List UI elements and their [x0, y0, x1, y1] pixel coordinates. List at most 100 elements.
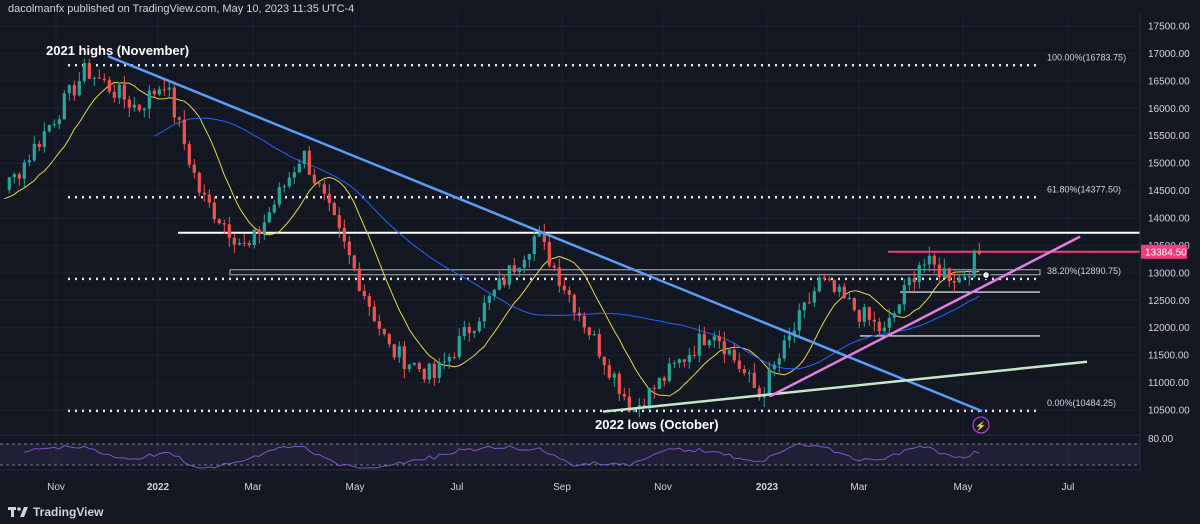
- y-tick-label: 12000.00: [1148, 323, 1190, 334]
- candle-body: [137, 104, 141, 111]
- candle-body: [547, 242, 551, 266]
- candle-body: [297, 163, 301, 173]
- candle-body: [622, 394, 626, 397]
- y-tick-label: 14500.00: [1148, 186, 1190, 197]
- x-tick-label: 2022: [147, 482, 170, 493]
- fib-level-label: 61.80%(14377.50): [1047, 184, 1121, 194]
- candle-body: [777, 358, 781, 365]
- candle-body: [562, 285, 566, 291]
- candle-body: [627, 396, 631, 412]
- candlesticks: [7, 58, 981, 418]
- candle-body: [912, 278, 916, 283]
- candle-body: [282, 186, 286, 188]
- candle-body: [807, 302, 811, 304]
- candle-body: [722, 341, 726, 355]
- candle-body: [677, 359, 681, 363]
- y-tick-label: 15500.00: [1148, 131, 1190, 142]
- tradingview-brand[interactable]: TradingView: [8, 505, 103, 519]
- candle-body: [607, 365, 611, 378]
- candle-body: [747, 372, 751, 374]
- candle-body: [257, 229, 261, 234]
- candle-body: [7, 177, 11, 190]
- candle-body: [522, 259, 526, 268]
- candle-body: [752, 372, 756, 388]
- rsi-pane: 80.00: [0, 434, 1173, 469]
- candle-body: [707, 340, 711, 346]
- candle-body: [72, 85, 76, 96]
- candle-body: [757, 387, 761, 398]
- candle-body: [887, 317, 891, 328]
- candle-body: [362, 290, 366, 297]
- candle-body: [87, 62, 91, 79]
- candle-body: [972, 250, 976, 277]
- moving-averages: [4, 81, 980, 397]
- candle-body: [977, 250, 981, 254]
- trendlines: [107, 55, 1088, 413]
- candle-body: [127, 99, 131, 108]
- candle-body: [517, 267, 521, 273]
- x-tick-label: 2023: [756, 482, 779, 493]
- candle-body: [272, 204, 276, 213]
- candle-body: [147, 90, 151, 109]
- rsi-band: [0, 444, 1140, 465]
- fib-level-label: 100.00%(16783.75): [1047, 52, 1126, 62]
- moving-average-200: [154, 117, 980, 370]
- time-axis: Nov 2022 Mar May Jul Sep Nov 2023 Mar May Jul: [0, 469, 1140, 493]
- candle-body: [782, 340, 786, 359]
- y-tick-label: 10500.00: [1148, 406, 1190, 417]
- candle-body: [772, 364, 776, 370]
- candle-body: [577, 312, 581, 316]
- candle-body: [552, 265, 556, 268]
- candle-body: [357, 268, 361, 291]
- candle-body: [957, 277, 961, 283]
- y-tick-label: 16500.00: [1148, 76, 1190, 87]
- x-tick-label: May: [954, 482, 973, 493]
- y-tick-label: 17000.00: [1148, 49, 1190, 60]
- candle-body: [712, 336, 716, 341]
- candle-body: [407, 364, 411, 369]
- candle-body: [737, 360, 741, 370]
- candle-body: [852, 298, 856, 311]
- candle-body: [672, 362, 676, 364]
- candle-body: [872, 319, 876, 322]
- candle-body: [917, 265, 921, 283]
- candle-body: [82, 62, 86, 82]
- candle-body: [27, 160, 31, 163]
- candle-body: [487, 296, 491, 303]
- fib-level-label: 0.00%(10484.25): [1047, 398, 1116, 408]
- y-tick-label: 11500.00: [1148, 351, 1189, 362]
- candle-body: [292, 172, 296, 178]
- candle-body: [587, 327, 591, 336]
- candle-body: [922, 264, 926, 266]
- candle-body: [967, 276, 971, 278]
- last-price-label: 13384.50: [1145, 247, 1187, 258]
- x-tick-label: Sep: [553, 482, 571, 493]
- candle-body: [207, 194, 211, 203]
- candle-body: [717, 336, 721, 342]
- candle-body: [92, 77, 96, 79]
- candle-body: [462, 326, 466, 337]
- candle-body: [142, 108, 146, 111]
- candle-body: [232, 237, 236, 245]
- candle-body: [417, 363, 421, 370]
- candle-body: [202, 192, 206, 195]
- candle-body: [882, 327, 886, 332]
- rsi-line: [24, 442, 980, 469]
- candle-body: [437, 362, 441, 378]
- annotation-2021-highs: 2021 highs (November): [46, 43, 189, 58]
- candle-body: [902, 285, 906, 305]
- candle-body: [797, 310, 801, 331]
- rsi-scale-label: 80.00: [1148, 434, 1173, 445]
- candle-body: [277, 187, 281, 205]
- candle-body: [97, 77, 101, 79]
- y-tick-label: 13000.00: [1148, 268, 1190, 279]
- candle-body: [372, 306, 376, 322]
- pink-rising-trendline: [769, 235, 1081, 398]
- candle-body: [52, 124, 56, 126]
- candle-body: [132, 104, 136, 108]
- y-tick-label: 11000.00: [1148, 378, 1189, 389]
- candle-body: [397, 346, 401, 358]
- candle-body: [77, 81, 81, 96]
- x-tick-label: Nov: [47, 482, 65, 493]
